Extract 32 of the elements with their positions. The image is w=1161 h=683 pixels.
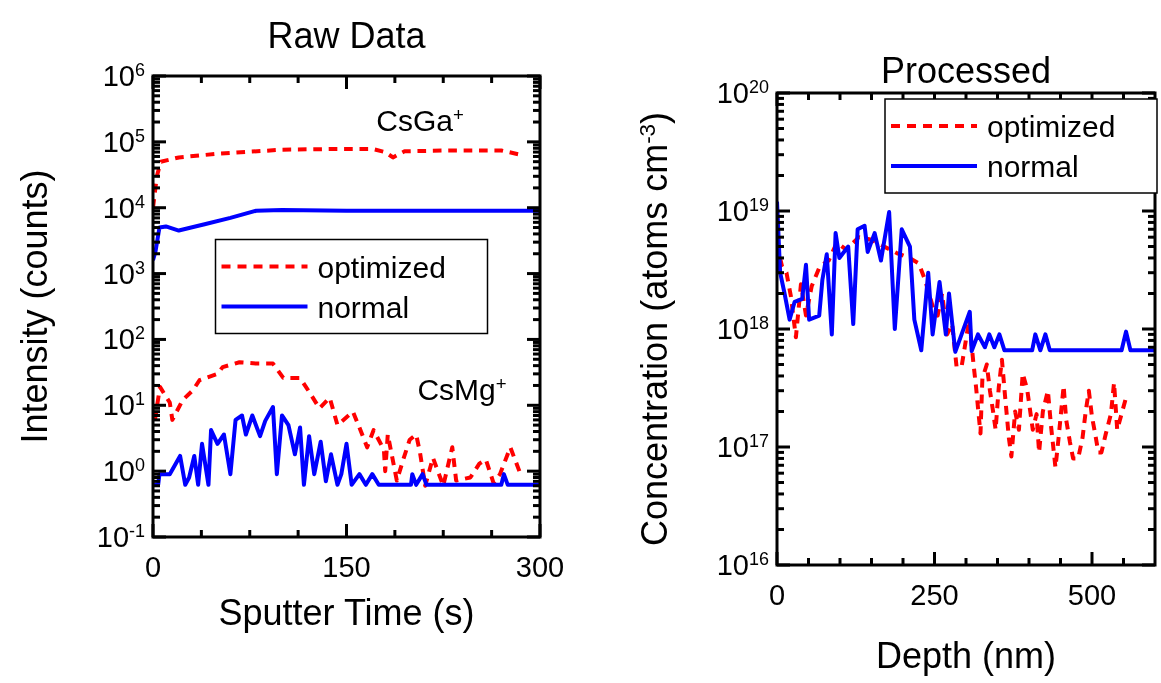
y-tick-label: 10$^{6}$ [102,60,145,92]
chart-title: Raw Data [267,15,427,56]
x-axis-title: Sputter Time (s) [218,592,475,633]
y-tick-label: 10$^{1}$ [102,389,145,422]
y-axis-title: Intensity (counts) [14,169,55,444]
legend-label: normal [987,150,1079,183]
x-tick-label: 150 [322,551,371,583]
legend-label: normal [317,290,410,324]
chart-title: Processed [880,50,1052,91]
annotation: CsMg$^{+}$ [417,372,507,406]
legend-label: optimized [987,110,1116,143]
x-tick-label: 250 [910,579,959,611]
y-tick-label: 10$^{0}$ [102,455,145,488]
y-tick-label: 10$^{-1}$ [96,521,145,553]
x-tick-label: 500 [1067,579,1117,611]
y-tick-label: 10$^{4}$ [102,191,145,224]
line-series [153,405,540,487]
y-tick-label: 10$^{17}$ [716,431,769,463]
annotation: CsGa$^{+}$ [376,103,464,137]
line-series [153,360,522,488]
y-tick-label: 10$^{5}$ [102,125,145,158]
legend-label: optimized [317,250,446,284]
x-tick-label: 0 [144,551,162,583]
y-tick-label: 10$^{19}$ [716,195,769,227]
y-tick-label: 10$^{3}$ [102,257,145,290]
y-tick-label: 10$^{18}$ [716,313,769,345]
y-tick-label: 10$^{16}$ [716,549,769,581]
x-tick-label: 300 [515,551,565,583]
y-tick-label: 10$^{20}$ [716,77,769,109]
x-axis-title: Depth (nm) [875,635,1057,676]
y-tick-label: 10$^{2}$ [102,323,145,356]
x-tick-label: 0 [768,579,786,611]
